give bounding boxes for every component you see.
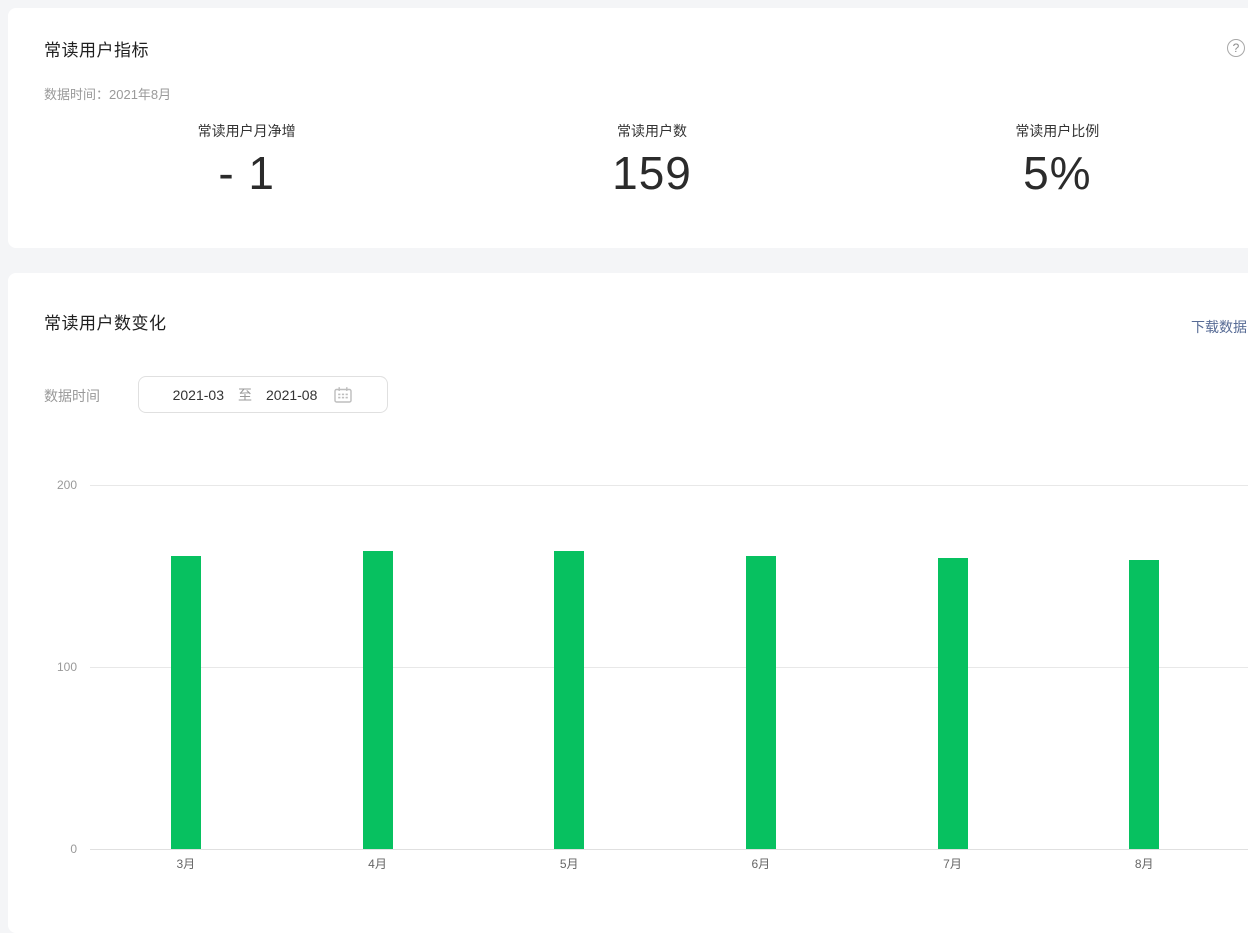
metrics-card-title: 常读用户指标 [44,41,149,60]
bar-3月 [170,556,201,849]
metric-label: 常读用户数 [616,123,687,139]
data-time-value: 2021年8月 [109,87,172,102]
gridline-200 [90,485,1248,486]
bar-4月 [362,551,393,849]
x-tick-label: 5月 [559,857,579,871]
bar-slot [473,485,665,849]
date-range-picker[interactable]: 2021-03 至 2021-08 [138,376,388,413]
question-mark-glyph: ? [1232,41,1240,55]
date-range-end[interactable]: 2021-08 [266,386,318,403]
bar-slot [665,485,857,849]
download-data-link[interactable]: 下载数据 [1191,319,1247,335]
metric-reader-count: 常读用户数 159 [449,122,854,200]
calendar-icon [333,386,353,404]
x-tick-label: 8月 [1134,857,1154,871]
bar-6月 [745,556,776,849]
x-tick-label: 3月 [176,857,196,871]
bar-slot [90,485,282,849]
bar-8月 [1129,560,1160,849]
data-time-subtitle: 数据时间：2021年8月 [44,84,171,103]
x-tick-label: 6月 [751,857,771,871]
regular-reader-metrics-card: 常读用户指标 ? 数据时间：2021年8月 常读用户月净增 - 1 常读用户数 … [8,8,1248,248]
bar-slot [857,485,1049,849]
y-tick-label: 100 [56,660,77,674]
date-range-start[interactable]: 2021-03 [172,386,224,403]
gridline-100 [90,667,1248,668]
help-icon[interactable]: ? [1227,39,1245,57]
gridline-0 [90,849,1248,850]
bar-5月 [554,551,585,849]
metric-reader-ratio: 常读用户比例 5% [855,122,1248,200]
chart-card-title: 常读用户数变化 [44,314,167,333]
metric-label: 常读用户月净增 [197,123,296,139]
date-filter-label: 数据时间 [44,388,100,404]
bar-7月 [937,558,968,849]
metric-value: - 1 [218,147,275,199]
x-axis-labels: 3月 4月 5月 6月 7月 8月 [90,855,1240,872]
y-tick-label: 200 [56,478,77,492]
bar-slot [282,485,474,849]
data-time-label: 数据时间： [44,87,110,102]
x-tick-label: 4月 [368,857,387,871]
metric-monthly-net-increase: 常读用户月净增 - 1 [44,122,449,200]
metric-label: 常读用户比例 [1015,123,1100,139]
reader-count-change-card: 常读用户数变化 下载数据 数据时间 2021-03 至 2021-08 0 100… [8,273,1248,933]
y-tick-label: 0 [70,842,77,856]
metrics-row: 常读用户月净增 - 1 常读用户数 159 常读用户比例 5% [44,122,1248,200]
x-tick-label: 7月 [943,857,962,871]
metric-value: 159 [612,147,692,199]
date-range-separator: 至 [238,386,252,403]
bar-slot [1048,485,1240,849]
bar-slots [90,485,1240,849]
metric-value: 5% [1023,147,1092,199]
bar-chart: 0 100 200 3月 4月 5月 6月 7月 8月 [8,273,1248,933]
